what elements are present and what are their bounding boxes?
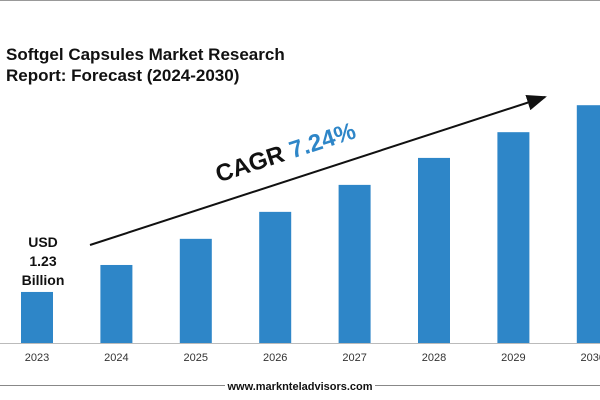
x-tick-label: 2025 [184, 352, 208, 364]
bar [497, 132, 530, 343]
cagr-text: CAGR7.24% [212, 118, 359, 189]
bar [418, 157, 450, 343]
x-tick-label: 2023 [25, 352, 49, 364]
value-label: USD 1.23 Billion [22, 234, 65, 288]
x-tick-label: 2024 [104, 352, 128, 364]
x-tick-label: 2027 [342, 352, 366, 364]
bar [338, 184, 371, 343]
cagr-arrow [89, 94, 547, 246]
cagr-label: CAGR [212, 141, 288, 189]
x-tick-label: 2028 [422, 352, 446, 364]
bar [179, 238, 212, 343]
bar [259, 211, 292, 343]
bar [21, 291, 53, 343]
footer: www.marknteladvisors.com [226, 381, 372, 393]
bar [100, 264, 133, 343]
bar [576, 105, 600, 343]
x-tick-label: 2030 [581, 352, 600, 364]
x-tick-label: 2026 [263, 352, 287, 364]
cagr-value: 7.24% [286, 118, 359, 165]
chart-title: Softgel Capsules Market Research Report:… [6, 45, 285, 85]
x-tick-label: 2029 [501, 352, 525, 364]
